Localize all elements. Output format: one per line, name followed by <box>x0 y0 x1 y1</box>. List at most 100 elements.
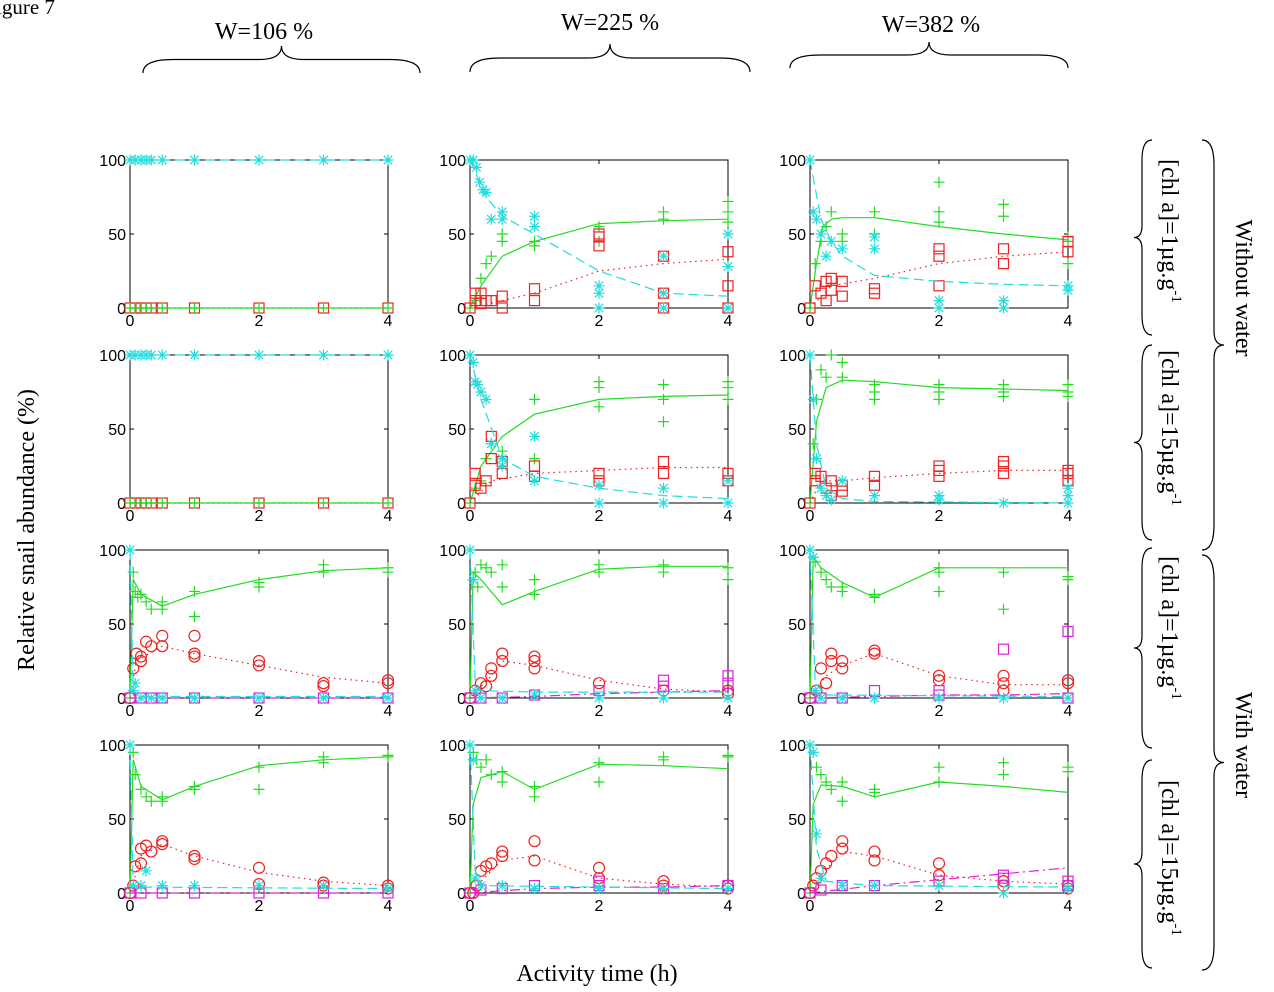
series-plus-1 <box>464 559 734 704</box>
data-point <box>998 566 1009 578</box>
series-star-4 <box>464 739 734 895</box>
data-point <box>469 566 481 578</box>
series-plus-1 <box>124 559 394 704</box>
data-point <box>836 356 848 368</box>
data-point <box>135 783 147 795</box>
data-point <box>529 235 540 247</box>
data-point <box>658 416 669 428</box>
x-tick-label: 2 <box>935 313 944 330</box>
data-point <box>464 887 476 899</box>
series-line <box>129 744 389 890</box>
data-point <box>156 302 168 314</box>
x-tick-label: 0 <box>466 703 475 720</box>
data-point <box>467 356 479 368</box>
data-point <box>933 206 945 218</box>
series-line <box>809 781 1069 894</box>
row-label-superscript: -1 <box>1168 687 1184 700</box>
data-point <box>528 662 541 675</box>
data-point <box>933 585 945 597</box>
data-point <box>496 453 508 465</box>
y-tick-label: 0 <box>797 301 806 318</box>
panel-r3-c3: 0 2 4 0 50 100 <box>779 543 1075 720</box>
data-point <box>156 795 168 807</box>
data-point <box>156 692 168 704</box>
data-point <box>156 349 168 361</box>
data-point <box>189 585 200 597</box>
data-point <box>134 654 148 668</box>
series-line <box>809 159 1069 287</box>
data-point <box>998 295 1009 307</box>
data-point <box>825 581 837 593</box>
data-point <box>722 562 734 574</box>
data-point <box>480 475 492 487</box>
x-tick-label: 2 <box>935 508 944 525</box>
plot-area <box>804 349 1074 509</box>
data-point <box>722 393 734 405</box>
x-tick-label: 0 <box>806 313 815 330</box>
data-point <box>140 596 152 608</box>
data-point <box>475 761 487 773</box>
data-point <box>815 872 827 884</box>
panel-r3-c1: 0 2 4 0 50 100 <box>99 543 395 720</box>
row-label-superscript: -1 <box>1168 290 1184 303</box>
y-tick-label: 100 <box>439 348 466 365</box>
data-point <box>815 692 827 704</box>
series-plus-1 <box>804 349 1074 509</box>
data-point <box>124 739 136 751</box>
data-point <box>496 559 508 571</box>
data-point <box>809 258 821 270</box>
data-point <box>593 479 605 491</box>
data-point <box>1062 235 1074 247</box>
data-point <box>318 880 329 892</box>
data-point <box>529 574 540 586</box>
data-point <box>807 206 819 218</box>
data-point <box>496 302 508 314</box>
data-point <box>933 880 945 892</box>
data-point <box>496 228 508 240</box>
data-point <box>804 349 816 361</box>
data-point <box>836 654 849 668</box>
data-point <box>593 757 605 769</box>
data-point <box>932 669 946 682</box>
data-point <box>998 603 1009 615</box>
data-point <box>658 497 669 509</box>
y-tick-label: 100 <box>439 738 466 755</box>
data-point <box>1062 497 1074 509</box>
data-point <box>658 379 669 391</box>
data-point <box>1062 482 1074 494</box>
data-point <box>145 692 157 704</box>
y-tick-label: 50 <box>108 422 126 439</box>
x-tick-label: 4 <box>384 313 393 330</box>
data-point <box>933 776 945 788</box>
data-point <box>869 880 880 892</box>
data-point <box>382 749 394 761</box>
data-point <box>145 497 157 509</box>
data-point <box>658 692 669 704</box>
data-point <box>868 470 881 482</box>
data-point <box>657 455 670 468</box>
data-point <box>528 854 541 867</box>
x-tick-label: 2 <box>595 703 604 720</box>
data-point <box>253 692 265 704</box>
data-point <box>933 216 945 228</box>
data-point <box>318 751 329 763</box>
group-labels: Without water With water <box>1201 139 1256 971</box>
data-point <box>1062 625 1074 638</box>
series-star-4 <box>124 544 394 704</box>
data-point <box>145 603 157 615</box>
data-point <box>485 662 498 675</box>
data-point <box>145 154 157 166</box>
data-point <box>658 302 669 314</box>
data-point <box>658 393 669 405</box>
data-point <box>722 302 734 314</box>
data-point <box>933 250 945 262</box>
y-tick-label: 100 <box>439 153 466 170</box>
data-point <box>825 475 837 487</box>
data-point <box>156 838 169 851</box>
data-point <box>815 228 827 240</box>
group-label-2: With water <box>1230 692 1256 798</box>
data-point <box>317 680 330 693</box>
y-tick-label: 50 <box>788 227 806 244</box>
data-point <box>528 650 541 663</box>
data-point <box>253 497 265 509</box>
